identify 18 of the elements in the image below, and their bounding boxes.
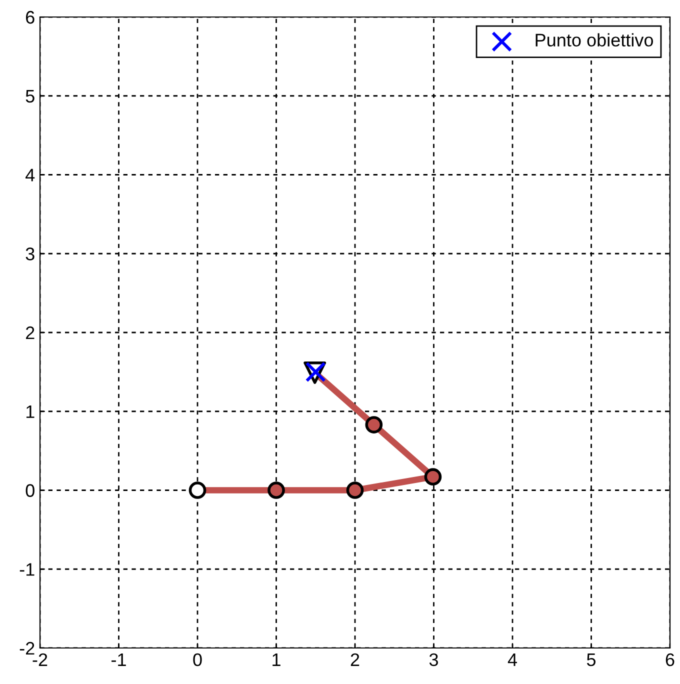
y-tick-label: 6 (26, 10, 34, 24)
y-tick-label: -2 (20, 642, 34, 655)
x-tick-label: -1 (112, 654, 126, 666)
y-tick-label: 2 (26, 326, 34, 340)
x-tick-label: 4 (508, 654, 517, 666)
x-tick-label: 1 (272, 654, 280, 666)
y-tick-label: 1 (26, 405, 34, 418)
legend-label: Punto obiettivo (536, 33, 653, 47)
y-tick-label: 3 (26, 248, 34, 260)
y-tick-label: 0 (26, 484, 34, 497)
y-tick-label: 4 (26, 168, 35, 182)
x-tick-label: 6 (666, 653, 674, 666)
x-tick-label: 3 (429, 653, 438, 666)
x-tick-label: 2 (350, 653, 360, 666)
y-tick-label: -1 (20, 563, 34, 576)
y-tick-label: 5 (26, 90, 34, 103)
x-tick-label: 5 (586, 654, 596, 666)
x-tick-label: 0 (193, 653, 202, 666)
